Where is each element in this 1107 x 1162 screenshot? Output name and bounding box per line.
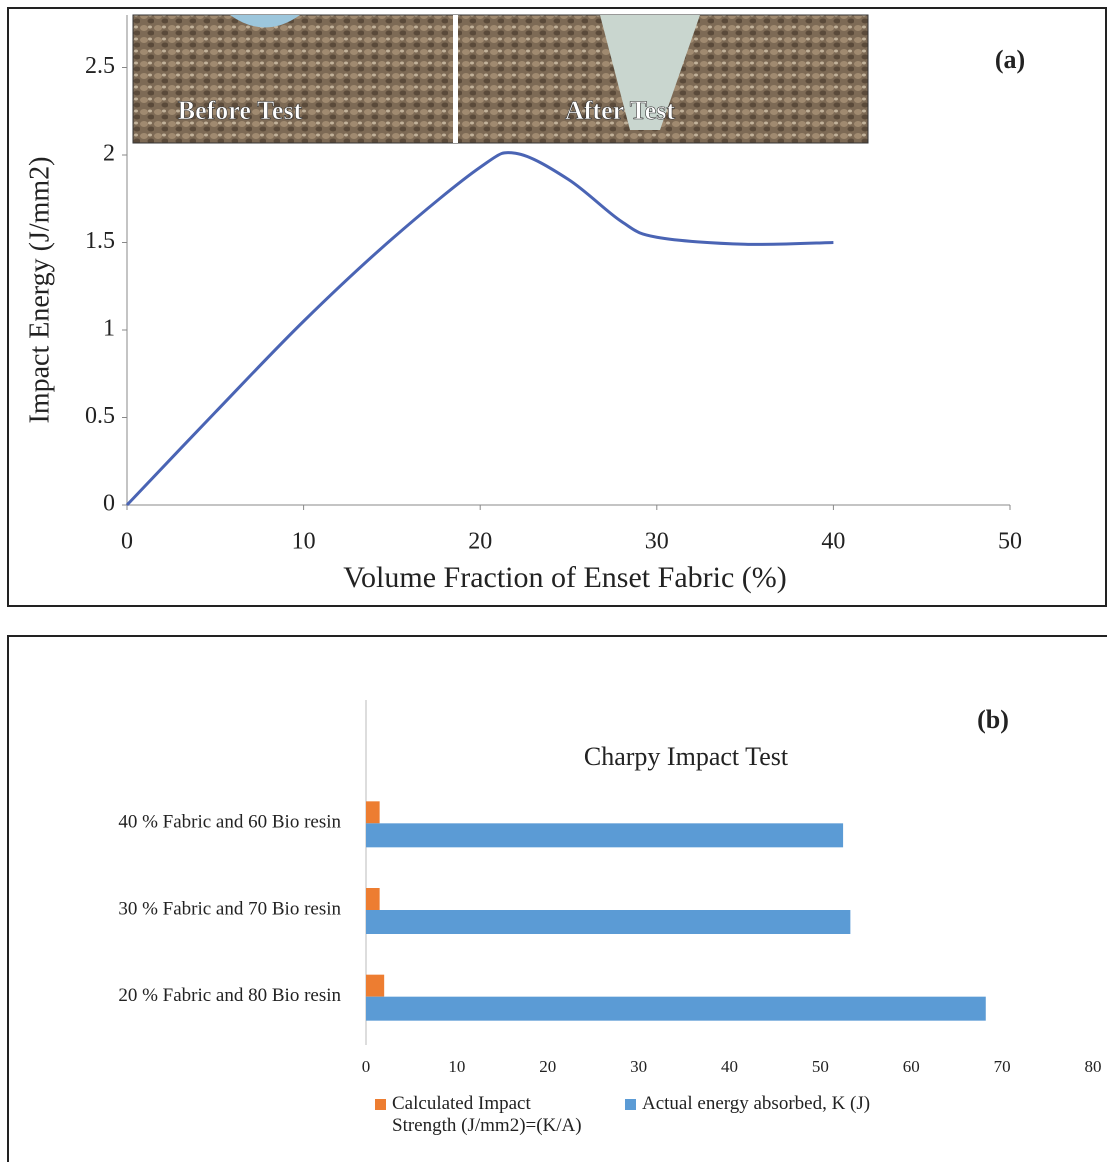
x-tick-label: 0 [121, 529, 133, 555]
x-tick-label: 30 [645, 529, 669, 555]
legend-swatch [375, 1099, 386, 1110]
legend-label: Calculated Impact Strength (J/mm2)=(K/A) [392, 1093, 582, 1136]
x-tick-label: 80 [1085, 1057, 1102, 1076]
line [125, 151, 834, 507]
bar [366, 996, 986, 1021]
y-axis-title: Impact Energy (J/mm2) [24, 157, 55, 424]
y-tick-label: 2 [103, 141, 115, 167]
bar [366, 974, 385, 997]
y-tick-label: 40 % Fabric and 60 Bio resin [118, 812, 341, 833]
legend-swatch [625, 1099, 636, 1110]
y-tick-label: 30 % Fabric and 70 Bio resin [118, 898, 341, 919]
bar [366, 823, 844, 848]
x-tick-label: 0 [362, 1057, 371, 1076]
x-tick-label: 30 [630, 1057, 647, 1076]
x-tick-label: 60 [903, 1057, 920, 1076]
panel-label: (b) [977, 705, 1009, 734]
x-tick-label: 40 [721, 1057, 738, 1076]
panel-label: (a) [995, 45, 1025, 74]
bar [366, 801, 380, 824]
y-tick-label: 20 % Fabric and 80 Bio resin [118, 985, 341, 1006]
y-tick-label: 2.5 [85, 53, 115, 79]
x-tick-label: 10 [292, 529, 316, 555]
legend-label: Actual energy absorbed, K (J) [642, 1093, 871, 1114]
inset-photo [132, 14, 869, 144]
x-tick-label: 20 [468, 529, 492, 555]
y-tick-label: 0 [103, 491, 115, 517]
chart-title: Charpy Impact Test [584, 742, 789, 771]
bar [366, 888, 380, 910]
bar [366, 910, 851, 934]
x-tick-label: 50 [998, 529, 1022, 555]
panel-frame [7, 7, 1107, 607]
x-axis-title: Volume Fraction of Enset Fabric (%) [343, 561, 787, 594]
y-tick-label: 1.5 [85, 228, 115, 254]
panel-frame [7, 635, 1107, 1162]
y-tick-label: 1 [103, 316, 115, 342]
annotation: After Test [565, 96, 675, 125]
annotation: Before Test [178, 96, 303, 125]
x-tick-label: 20 [539, 1057, 556, 1076]
y-tick-label: 0.5 [85, 403, 115, 429]
x-tick-label: 40 [821, 529, 845, 555]
x-tick-label: 70 [994, 1057, 1011, 1076]
x-tick-label: 50 [812, 1057, 829, 1076]
x-tick-label: 10 [448, 1057, 465, 1076]
